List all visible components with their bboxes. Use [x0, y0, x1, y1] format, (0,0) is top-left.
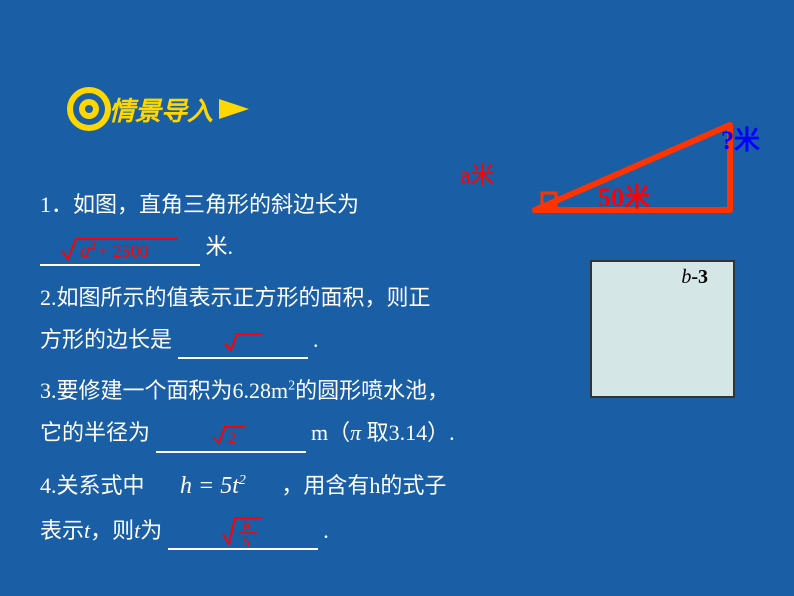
- question-2: 2.如图所示的值表示正方形的面积，则正 方形的边长是 .: [40, 278, 500, 359]
- banner-title: 情景导入: [109, 91, 213, 128]
- q3-line1-prefix: 3.要修建一个面积为6.28m: [40, 378, 288, 403]
- q1-text: 1．如图，直角三角形的斜边长为: [40, 192, 359, 217]
- section-banner: 情景导入: [65, 85, 249, 133]
- q3-line2-mid: m（: [311, 420, 350, 445]
- question-4: 4.关系式中 h = 5t2 ，用含有h的式子 表示t，则t为 h 5 .: [40, 465, 500, 551]
- right-triangle-figure: a米 ?米 50米: [530, 115, 750, 215]
- q4-line1-suffix: ，用含有h的式子: [281, 473, 446, 498]
- q4-suffix: .: [323, 518, 329, 543]
- svg-text:h: h: [243, 519, 250, 534]
- q1-answer: a 2 + 2500: [60, 237, 180, 259]
- question-3: 3.要修建一个面积为6.28m2的圆形喷水池， 它的半径为 2 m（π 取3.1…: [40, 371, 500, 452]
- triangle-label-hypotenuse: ?米: [721, 120, 760, 157]
- arrow-icon: [219, 99, 249, 119]
- q4-formula: h = 5t2: [150, 473, 276, 499]
- q1-blank: a 2 + 2500: [40, 225, 200, 267]
- q2-line1: 2.如图所示的值表示正方形的面积，则正: [40, 285, 431, 310]
- q4-answer: h 5: [221, 520, 265, 542]
- q3-blank: 2: [156, 411, 306, 453]
- q2-answer: [223, 330, 263, 352]
- q3-line2-suffix: 取3.14）.: [361, 420, 455, 445]
- q4-line1-prefix: 4.关系式中: [40, 473, 145, 498]
- q3-answer: 2: [211, 423, 251, 445]
- svg-text:a: a: [80, 240, 90, 262]
- question-1: 1．如图，直角三角形的斜边长为 a 2 + 2500 米.: [40, 185, 500, 266]
- square-label: b-3: [681, 266, 708, 289]
- q3-pi: π: [350, 420, 361, 445]
- square-figure: b-3: [590, 260, 735, 398]
- svg-text:5: 5: [243, 535, 250, 550]
- q2-suffix: .: [313, 327, 319, 352]
- q4-line2-prefix: 表示t，则t为: [40, 518, 162, 543]
- q3-line1-suffix: 的圆形喷水池，: [295, 378, 449, 403]
- svg-text:+ 2500: + 2500: [98, 241, 149, 261]
- q2-blank: [178, 318, 308, 360]
- target-icon: [65, 85, 113, 133]
- q3-line2-prefix: 它的半径为: [40, 420, 150, 445]
- q4-blank: h 5: [168, 508, 318, 550]
- q2-line2-prefix: 方形的边长是: [40, 327, 172, 352]
- svg-text:2: 2: [228, 430, 236, 447]
- q1-suffix: 米.: [206, 234, 234, 259]
- svg-text:2: 2: [90, 238, 96, 252]
- triangle-label-base: 50米: [598, 177, 650, 214]
- questions-content: 1．如图，直角三角形的斜边长为 a 2 + 2500 米. 2.如图所示的值表示…: [40, 185, 500, 562]
